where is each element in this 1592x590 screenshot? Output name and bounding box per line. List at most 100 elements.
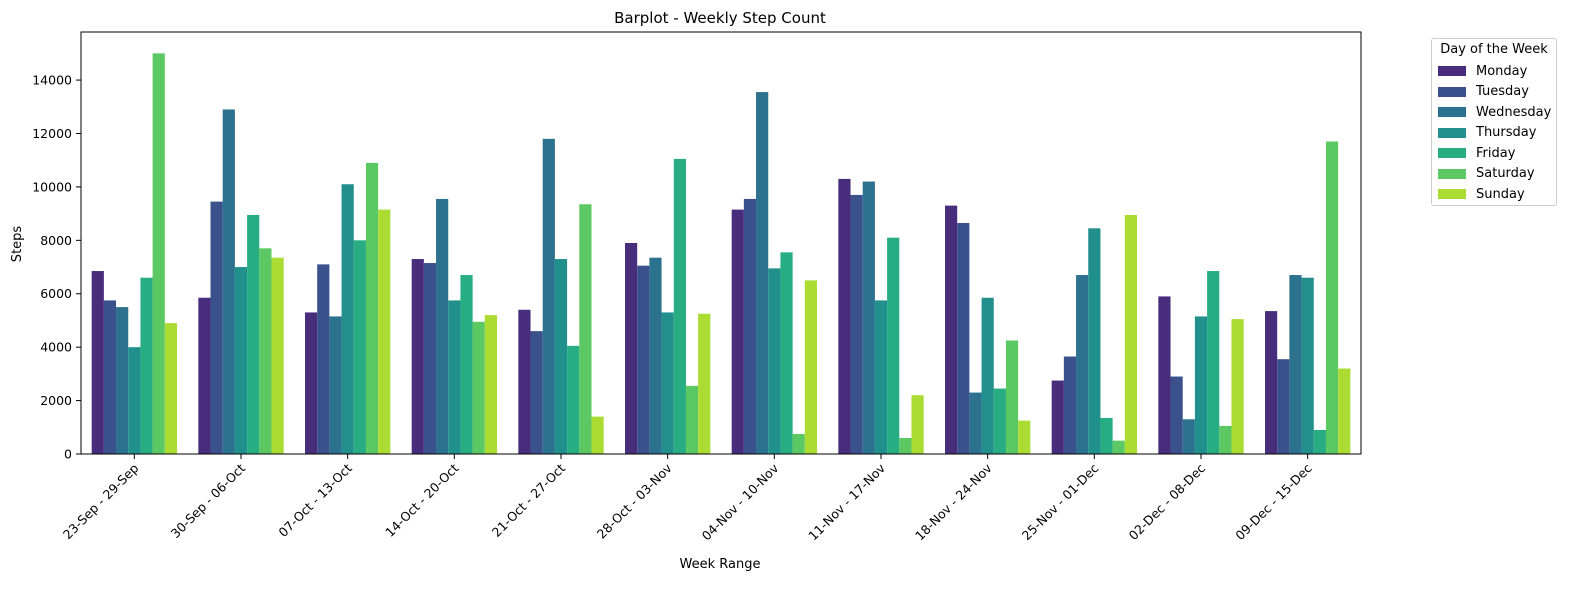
x-tick-label: 14-Oct - 20-Oct bbox=[382, 460, 461, 539]
x-axis-label: Week Range bbox=[680, 557, 761, 572]
bar-thursday-9 bbox=[1088, 228, 1101, 454]
bar-monday-3 bbox=[411, 259, 424, 454]
y-tick-label: 14000 bbox=[32, 73, 72, 88]
bar-sunday-11 bbox=[1338, 368, 1351, 454]
legend: Day of the Week Monday Tuesday Wednesday Th… bbox=[1431, 38, 1557, 206]
bar-thursday-5 bbox=[661, 312, 674, 454]
bar-monday-5 bbox=[625, 243, 638, 454]
bar-sunday-5 bbox=[698, 313, 711, 454]
x-axis: 23-Sep - 29-Sep 30-Sep - 06-Oct 07-Oct - 1… bbox=[60, 454, 1315, 543]
bar-monday-11 bbox=[1265, 311, 1278, 454]
bar-saturday-1 bbox=[259, 248, 272, 454]
bar-wednesday-8 bbox=[969, 392, 982, 454]
bar-wednesday-1 bbox=[222, 109, 235, 455]
bar-thursday-11 bbox=[1301, 277, 1314, 454]
chart-title: Barplot - Weekly Step Count bbox=[614, 9, 826, 27]
legend-item-sunday: Sunday bbox=[1438, 185, 1525, 203]
bar-thursday-7 bbox=[874, 300, 888, 454]
bar-saturday-10 bbox=[1219, 425, 1232, 454]
legend-swatch bbox=[1438, 107, 1466, 117]
y-tick-label: 8000 bbox=[40, 233, 72, 248]
bars-layer bbox=[91, 53, 1351, 455]
legend-item-thursday: Thursday bbox=[1438, 124, 1536, 142]
x-tick-label: 07-Oct - 13-Oct bbox=[275, 460, 354, 539]
bar-wednesday-11 bbox=[1289, 275, 1302, 454]
x-tick-label: 28-Oct - 03-Nov bbox=[594, 460, 675, 541]
bar-friday-1 bbox=[247, 214, 260, 454]
bar-saturday-5 bbox=[685, 385, 699, 454]
y-tick-label: 12000 bbox=[32, 126, 72, 141]
bar-thursday-1 bbox=[234, 267, 248, 454]
bar-wednesday-6 bbox=[756, 92, 769, 454]
bar-sunday-3 bbox=[484, 315, 497, 454]
legend-title: Day of the Week bbox=[1440, 42, 1548, 57]
bar-thursday-3 bbox=[448, 300, 461, 454]
bar-friday-3 bbox=[460, 275, 473, 454]
bar-tuesday-3 bbox=[423, 263, 437, 454]
bar-saturday-2 bbox=[365, 162, 379, 454]
bar-saturday-3 bbox=[472, 321, 485, 454]
bar-friday-7 bbox=[887, 237, 900, 454]
x-tick-label: 04-Nov - 10-Nov bbox=[699, 460, 782, 543]
bar-thursday-8 bbox=[981, 297, 994, 454]
legend-label: Saturday bbox=[1476, 166, 1535, 181]
y-axis-label: Steps bbox=[10, 226, 25, 263]
bar-monday-8 bbox=[945, 205, 958, 454]
bar-wednesday-9 bbox=[1076, 275, 1089, 454]
legend-swatch bbox=[1438, 168, 1466, 179]
x-tick-label: 02-Dec - 08-Dec bbox=[1126, 460, 1209, 543]
bar-sunday-1 bbox=[271, 257, 284, 454]
legend-swatch bbox=[1438, 86, 1466, 97]
bar-monday-4 bbox=[518, 309, 531, 454]
bar-wednesday-4 bbox=[542, 138, 555, 454]
legend-swatch bbox=[1438, 127, 1466, 138]
legend-label: Monday bbox=[1476, 63, 1528, 79]
legend-swatch bbox=[1438, 148, 1466, 158]
x-tick-label: 23-Sep - 29-Sep bbox=[60, 460, 142, 542]
bar-friday-2 bbox=[353, 240, 366, 454]
x-tick-label: 21-Oct - 27-Oct bbox=[489, 460, 568, 539]
legend-label: Tuesday bbox=[1476, 84, 1529, 99]
bar-tuesday-8 bbox=[957, 222, 970, 454]
bar-wednesday-0 bbox=[116, 307, 129, 454]
x-tick-label: 18-Nov - 24-Nov bbox=[912, 460, 995, 543]
legend-label: Thursday bbox=[1476, 125, 1537, 140]
x-tick-label: 09-Dec - 15-Dec bbox=[1232, 460, 1315, 543]
bar-thursday-0 bbox=[128, 347, 141, 454]
bar-wednesday-5 bbox=[649, 257, 662, 454]
bar-wednesday-10 bbox=[1182, 419, 1195, 454]
bar-friday-6 bbox=[780, 252, 793, 454]
bar-saturday-6 bbox=[792, 433, 805, 454]
bar-friday-8 bbox=[993, 388, 1006, 454]
y-tick-label: 10000 bbox=[32, 179, 72, 194]
bar-monday-0 bbox=[91, 271, 104, 454]
bar-saturday-9 bbox=[1112, 440, 1125, 454]
bar-tuesday-7 bbox=[850, 194, 863, 455]
bar-sunday-7 bbox=[911, 395, 924, 454]
x-tick-label: 11-Nov - 17-Nov bbox=[805, 460, 888, 543]
legend-item-saturday: Saturday bbox=[1438, 165, 1535, 183]
bar-tuesday-2 bbox=[317, 264, 330, 454]
bar-thursday-4 bbox=[554, 259, 568, 454]
legend-item-friday: Friday bbox=[1438, 144, 1515, 162]
bar-tuesday-5 bbox=[637, 265, 650, 454]
bar-sunday-6 bbox=[804, 280, 817, 454]
bar-sunday-10 bbox=[1231, 319, 1244, 454]
bar-sunday-0 bbox=[164, 323, 177, 454]
legend-item-tuesday: Tuesday bbox=[1438, 83, 1529, 101]
bar-wednesday-2 bbox=[329, 316, 342, 454]
bar-tuesday-11 bbox=[1277, 359, 1290, 454]
bar-sunday-4 bbox=[591, 416, 604, 454]
legend-item-wednesday: Wednesday bbox=[1438, 103, 1551, 121]
y-tick-label: 0 bbox=[64, 447, 72, 462]
bar-monday-9 bbox=[1051, 380, 1064, 454]
bar-friday-5 bbox=[673, 158, 686, 454]
bar-friday-9 bbox=[1100, 417, 1113, 454]
bar-tuesday-10 bbox=[1170, 376, 1183, 454]
bar-sunday-9 bbox=[1124, 214, 1137, 454]
bar-wednesday-3 bbox=[436, 198, 449, 454]
bar-thursday-6 bbox=[768, 268, 781, 454]
legend-label: Wednesday bbox=[1476, 104, 1552, 120]
legend-item-monday: Monday bbox=[1438, 62, 1527, 80]
